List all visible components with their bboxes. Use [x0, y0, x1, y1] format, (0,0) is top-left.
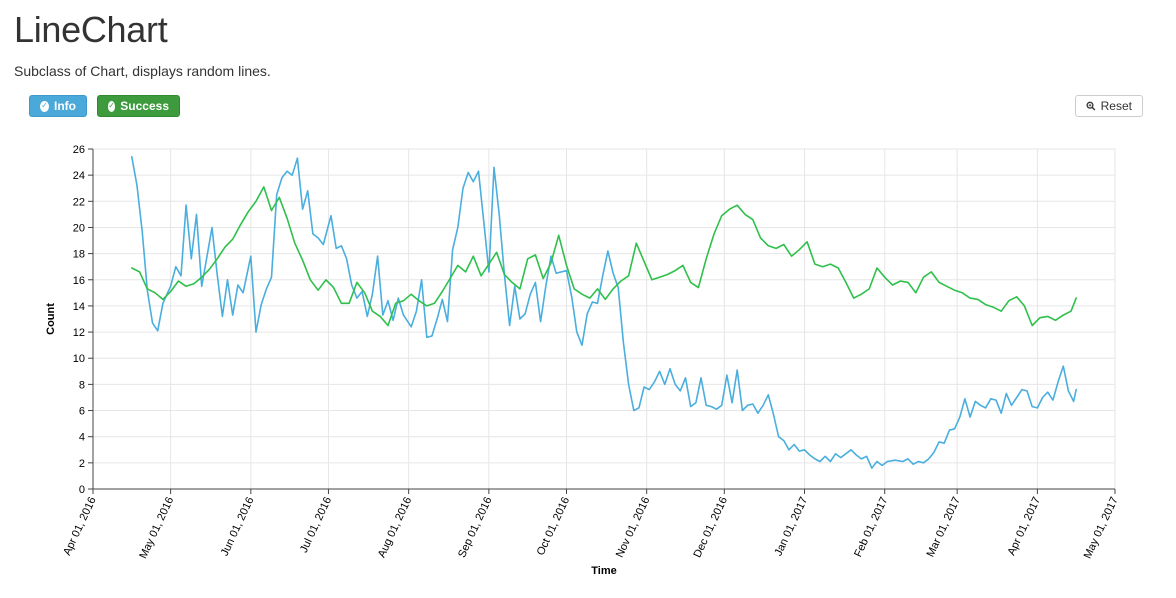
x-tick-label: Nov 01, 2016: [614, 495, 653, 559]
x-axis-title: Time: [591, 565, 616, 577]
y-tick-label: 18: [73, 249, 85, 261]
x-tick-label: Feb 01, 2017: [852, 495, 890, 559]
check-circle-icon: ✓: [40, 100, 49, 112]
y-tick-label: 16: [73, 275, 85, 287]
x-tick-label: Jan 01, 2017: [772, 495, 810, 558]
series-line-1: [131, 156, 1077, 469]
chart-series: [131, 156, 1077, 469]
y-tick-label: 10: [73, 353, 85, 365]
check-circle-icon: ✓: [108, 100, 116, 112]
info-button-label: Info: [54, 99, 76, 113]
success-button-label: Success: [120, 99, 169, 113]
reset-button[interactable]: Reset: [1075, 95, 1143, 117]
x-tick-label: Jul 01, 2016: [298, 495, 334, 554]
x-tick-label: May 01, 2017: [1082, 495, 1121, 560]
y-tick-label: 2: [79, 458, 85, 470]
y-tick-label: 22: [73, 196, 85, 208]
series-line-2: [131, 186, 1077, 327]
y-tick-label: 20: [73, 222, 85, 234]
chart-grid: [92, 148, 1116, 490]
reset-button-label: Reset: [1100, 99, 1132, 113]
x-tick-label: Mar 01, 2017: [925, 495, 963, 559]
x-tick-label: Jun 01, 2016: [219, 495, 257, 558]
x-tick-label: Oct 01, 2016: [535, 495, 573, 557]
x-tick-label: Apr 01, 2016: [61, 495, 99, 557]
y-axis-title: Count: [45, 303, 57, 335]
x-tick-label: Dec 01, 2016: [691, 495, 730, 559]
y-tick-label: 4: [79, 432, 85, 444]
zoom-icon: [1086, 101, 1096, 111]
y-tick-label: 26: [73, 144, 85, 156]
x-tick-label: May 01, 2016: [137, 495, 176, 560]
page-subtitle: Subclass of Chart, displays random lines…: [14, 63, 271, 79]
y-tick-label: 24: [73, 170, 85, 182]
y-tick-label: 14: [73, 301, 85, 313]
y-tick-label: 0: [79, 484, 85, 496]
x-tick-label: Aug 01, 2016: [376, 495, 415, 559]
y-tick-label: 6: [79, 406, 85, 418]
x-tick-label: Sep 01, 2016: [456, 495, 495, 559]
y-tick-label: 12: [73, 327, 85, 339]
info-legend-button[interactable]: ✓ Info: [29, 95, 87, 117]
success-legend-button[interactable]: ✓ Success: [97, 95, 180, 117]
x-tick-label: Apr 01, 2017: [1006, 495, 1044, 557]
page-title: LineChart: [14, 9, 168, 50]
y-tick-label: 8: [79, 379, 85, 391]
